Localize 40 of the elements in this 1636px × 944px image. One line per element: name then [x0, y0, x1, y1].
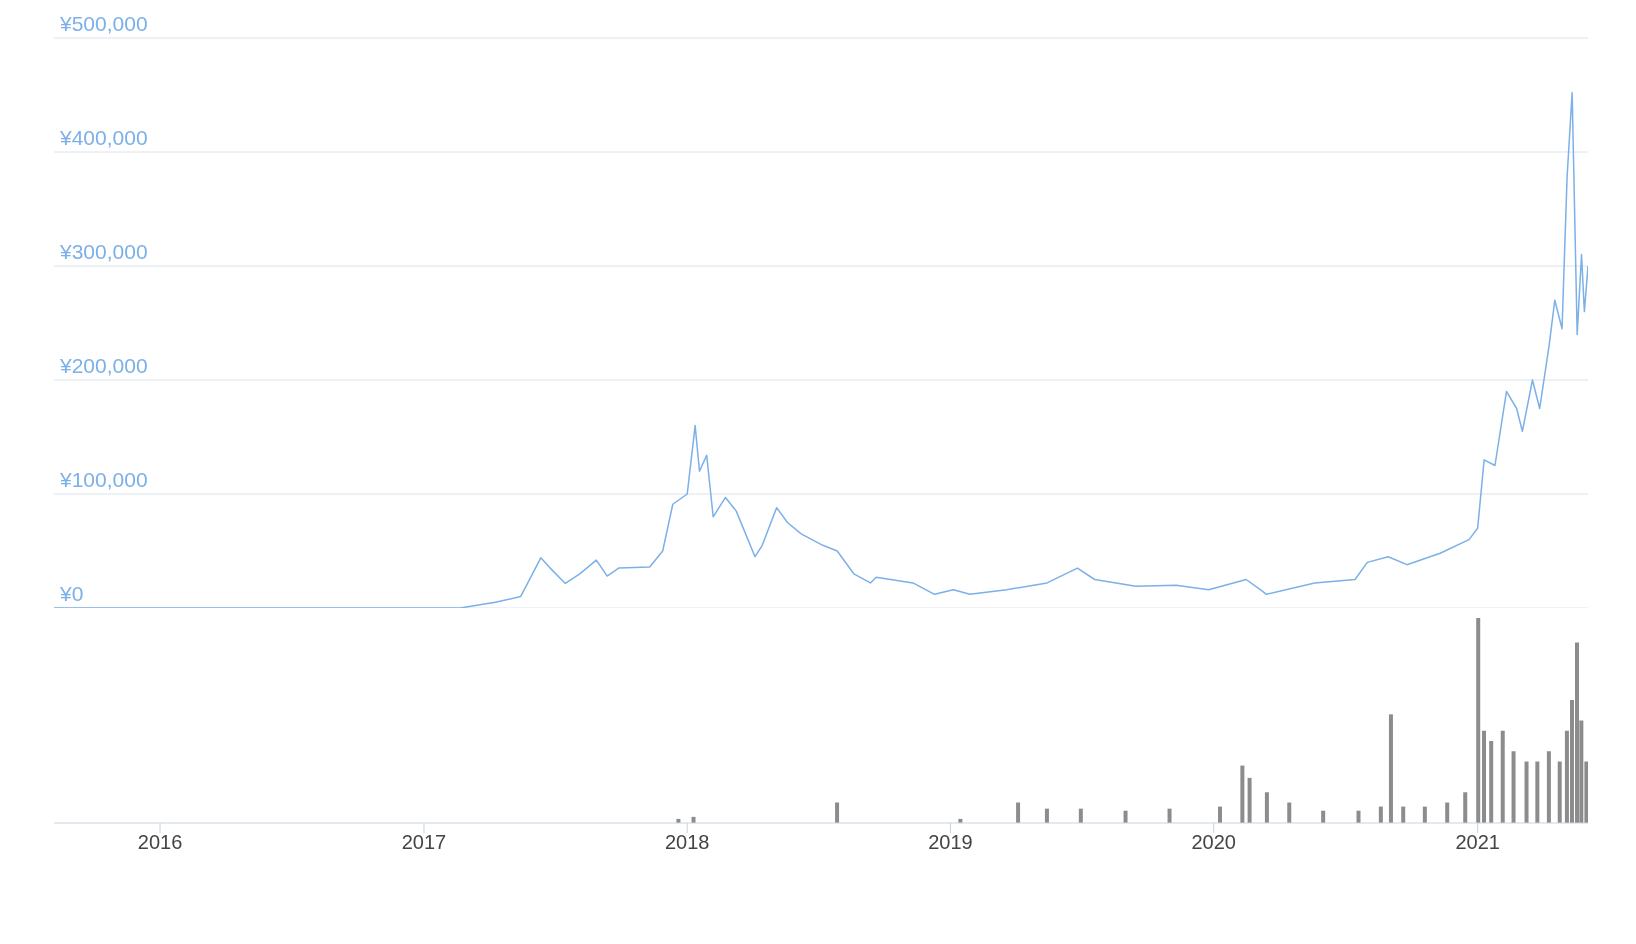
bar [1123, 810, 1128, 823]
bar [1356, 810, 1361, 823]
bar [1378, 806, 1383, 823]
y-tick-label: ¥400,000 [59, 126, 148, 150]
bar [1218, 806, 1223, 823]
bar [1524, 761, 1529, 823]
y-tick-label: ¥500,000 [59, 12, 148, 36]
x-tick-label: 2019 [928, 831, 973, 854]
bar [1481, 730, 1486, 823]
bar [1557, 761, 1562, 823]
bar [1016, 802, 1021, 823]
bar [1321, 810, 1326, 823]
bar [1287, 802, 1292, 823]
bar [1546, 751, 1551, 823]
bar [1445, 802, 1450, 823]
y-tick-label: ¥100,000 [59, 468, 148, 492]
bar [1422, 806, 1427, 823]
bar [1240, 765, 1245, 823]
x-tick-label: 2021 [1455, 831, 1500, 854]
bar [1500, 730, 1505, 823]
bar [1489, 741, 1494, 823]
bar [835, 802, 840, 823]
bar [1167, 808, 1172, 823]
bar [1388, 714, 1393, 823]
bar [1511, 751, 1516, 823]
y-tick-label: ¥200,000 [59, 354, 148, 378]
bar [1401, 806, 1406, 823]
y-tick-label: ¥300,000 [59, 240, 148, 264]
bar [1463, 792, 1468, 823]
bar [1476, 618, 1481, 823]
bar [1044, 808, 1049, 823]
x-tick-label: 2018 [664, 831, 710, 854]
y-tick-label: ¥0 [59, 582, 84, 606]
x-tick-label: 2017 [401, 831, 447, 854]
bar [1247, 777, 1252, 823]
x-tick-label: 2016 [137, 831, 183, 854]
x-tick-label: 2020 [1191, 831, 1236, 854]
bar [1535, 761, 1540, 823]
bar [1078, 808, 1083, 823]
bar [1264, 792, 1269, 823]
